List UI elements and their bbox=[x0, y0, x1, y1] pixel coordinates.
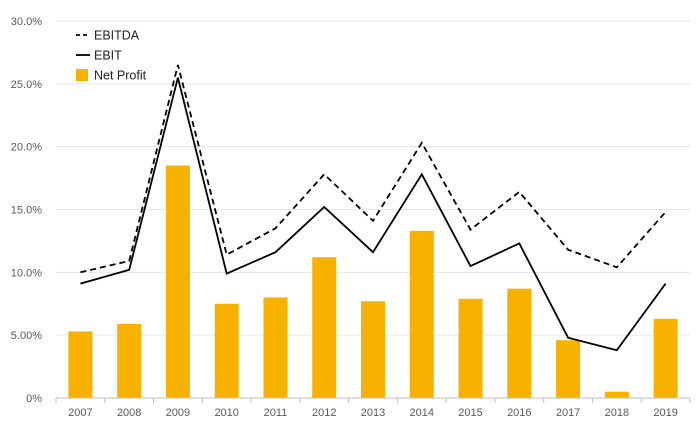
legend-label-ebitda: EBITDA bbox=[94, 29, 140, 43]
y-tick-label: 30.0% bbox=[11, 16, 42, 28]
x-tick-label: 2018 bbox=[605, 407, 629, 419]
legend-label-ebit: EBIT bbox=[94, 49, 122, 63]
x-tick-label: 2009 bbox=[166, 407, 190, 419]
y-tick-label: 0% bbox=[26, 393, 42, 405]
bar-net-profit bbox=[507, 288, 532, 398]
x-tick-label: 2016 bbox=[507, 407, 531, 419]
x-tick-label: 2011 bbox=[264, 407, 288, 419]
lines bbox=[80, 64, 667, 352]
line-ebitda bbox=[80, 64, 667, 274]
y-tick-label: 25.0% bbox=[11, 79, 42, 91]
x-axis: 2007 2008 2009 2010 2011 2012 2013 2014 2015 2016… bbox=[55, 397, 691, 419]
x-tick-label: 2015 bbox=[458, 407, 482, 419]
gridlines bbox=[56, 20, 690, 336]
bar-net-profit bbox=[165, 165, 190, 398]
bar-net-profit bbox=[409, 230, 434, 398]
x-tick-label: 2010 bbox=[214, 407, 238, 419]
y-tick-label: 5.00% bbox=[11, 330, 42, 342]
x-tick-label: 2017 bbox=[556, 407, 580, 419]
bar-net-profit bbox=[117, 323, 142, 398]
bar-net-profit bbox=[458, 298, 483, 398]
y-axis: 0% 5.00% 10.0% 15.0% 20.0% 25.0% 30.0% bbox=[11, 16, 42, 405]
x-tick-label: 2014 bbox=[410, 407, 434, 419]
bar-net-profit bbox=[214, 303, 239, 398]
x-tick-label: 2008 bbox=[117, 407, 141, 419]
legend-label-net-profit: Net Profit bbox=[94, 69, 147, 83]
y-tick-label: 10.0% bbox=[11, 267, 42, 279]
x-tick-label: 2019 bbox=[653, 407, 677, 419]
line-ebit bbox=[80, 77, 667, 352]
bar-net-profit bbox=[556, 340, 581, 398]
bar-net-profit bbox=[361, 301, 385, 398]
bar-net-profit bbox=[263, 297, 288, 398]
bar-net-profit bbox=[312, 257, 337, 398]
x-tick-label: 2013 bbox=[361, 407, 385, 419]
bar-net-profit bbox=[653, 318, 678, 398]
legend-swatch-net-profit bbox=[76, 69, 88, 81]
bar-net-profit bbox=[68, 331, 93, 398]
bar-net-profit bbox=[604, 391, 629, 398]
x-tick-label: 2007 bbox=[68, 407, 92, 419]
x-tick-label: 2012 bbox=[312, 407, 336, 419]
y-tick-label: 20.0% bbox=[11, 142, 42, 154]
y-tick-label: 15.0% bbox=[11, 205, 42, 217]
bars bbox=[68, 165, 678, 398]
legend: EBITDA EBIT Net Profit bbox=[76, 29, 147, 83]
